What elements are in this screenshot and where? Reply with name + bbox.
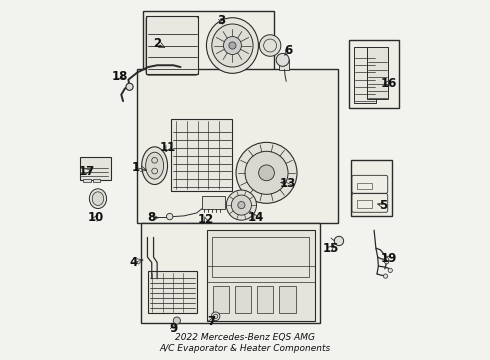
Ellipse shape bbox=[212, 24, 253, 67]
Circle shape bbox=[385, 257, 389, 262]
Circle shape bbox=[167, 213, 173, 220]
Text: 15: 15 bbox=[323, 242, 339, 255]
Bar bbox=[349, 40, 399, 108]
Bar bbox=[137, 69, 338, 223]
Bar bbox=[357, 200, 372, 208]
Bar bbox=[143, 12, 274, 78]
Bar bbox=[351, 160, 392, 216]
Bar bbox=[357, 183, 372, 189]
Text: 7: 7 bbox=[207, 315, 215, 328]
Text: 18: 18 bbox=[111, 69, 128, 82]
Bar bbox=[202, 196, 225, 210]
Bar bbox=[257, 286, 273, 313]
Bar bbox=[83, 179, 91, 182]
Circle shape bbox=[126, 83, 133, 90]
Text: 4: 4 bbox=[130, 256, 138, 269]
Circle shape bbox=[231, 195, 251, 215]
Ellipse shape bbox=[92, 192, 104, 206]
Text: 12: 12 bbox=[197, 213, 214, 226]
Text: 16: 16 bbox=[380, 77, 396, 90]
Circle shape bbox=[173, 317, 180, 324]
Text: 5: 5 bbox=[379, 199, 387, 212]
Bar bbox=[207, 230, 315, 320]
Text: 14: 14 bbox=[247, 211, 264, 224]
Text: 9: 9 bbox=[169, 322, 177, 335]
Bar bbox=[172, 119, 232, 191]
Bar bbox=[91, 193, 105, 203]
Circle shape bbox=[334, 236, 343, 246]
Bar bbox=[141, 223, 320, 323]
Circle shape bbox=[211, 312, 220, 320]
Bar bbox=[148, 271, 196, 313]
Circle shape bbox=[383, 274, 388, 278]
Text: 19: 19 bbox=[380, 252, 396, 265]
Ellipse shape bbox=[142, 147, 168, 184]
Circle shape bbox=[236, 142, 297, 203]
Circle shape bbox=[238, 202, 245, 209]
Circle shape bbox=[259, 35, 281, 56]
Bar bbox=[147, 16, 198, 74]
Text: 1: 1 bbox=[131, 161, 140, 174]
Ellipse shape bbox=[89, 189, 107, 208]
Ellipse shape bbox=[146, 152, 164, 179]
Text: 10: 10 bbox=[88, 211, 104, 224]
Ellipse shape bbox=[206, 18, 258, 73]
Bar bbox=[279, 286, 295, 313]
Circle shape bbox=[226, 190, 256, 220]
Text: 13: 13 bbox=[280, 177, 296, 190]
Bar bbox=[367, 47, 389, 99]
Text: 6: 6 bbox=[284, 44, 292, 57]
Bar bbox=[80, 157, 111, 180]
Circle shape bbox=[229, 42, 236, 49]
Circle shape bbox=[276, 53, 289, 66]
Text: 3: 3 bbox=[218, 14, 226, 27]
Circle shape bbox=[245, 151, 288, 194]
Text: 11: 11 bbox=[160, 141, 176, 154]
Bar bbox=[279, 59, 289, 69]
Circle shape bbox=[259, 165, 274, 181]
Bar bbox=[93, 179, 100, 182]
Circle shape bbox=[385, 260, 389, 264]
Circle shape bbox=[388, 268, 392, 273]
Text: 17: 17 bbox=[78, 165, 95, 177]
Text: 2: 2 bbox=[153, 37, 161, 50]
Bar bbox=[212, 237, 309, 277]
Bar bbox=[354, 47, 376, 103]
Circle shape bbox=[223, 37, 242, 54]
Text: 2022 Mercedes-Benz EQS AMG
A/C Evaporator & Heater Components: 2022 Mercedes-Benz EQS AMG A/C Evaporato… bbox=[159, 333, 331, 353]
Bar bbox=[235, 286, 251, 313]
Text: 8: 8 bbox=[147, 211, 156, 224]
Bar bbox=[213, 286, 229, 313]
